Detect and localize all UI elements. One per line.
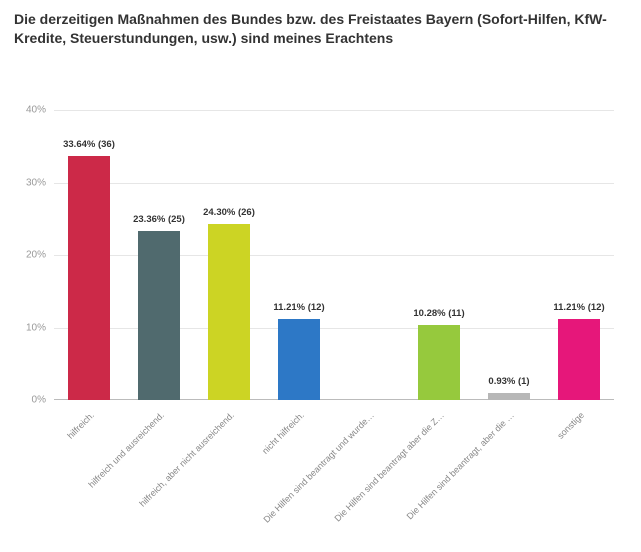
bar-value-label: 11.21% (12) bbox=[273, 302, 324, 313]
y-tick-label: 0% bbox=[32, 395, 46, 406]
y-tick-label: 40% bbox=[26, 105, 46, 116]
bar bbox=[138, 231, 180, 400]
bar bbox=[558, 319, 600, 400]
bar-value-label: 24.30% (26) bbox=[203, 207, 255, 218]
bar bbox=[418, 325, 460, 400]
y-tick-label: 10% bbox=[26, 322, 46, 333]
chart-title: Die derzeitigen Maßnahmen des Bundes bzw… bbox=[14, 10, 627, 48]
x-axis-labels: hilfreich.hilfreich und ausreichend.hilf… bbox=[54, 410, 614, 530]
y-tick-label: 20% bbox=[26, 250, 46, 261]
bar bbox=[488, 393, 530, 400]
bar bbox=[278, 319, 320, 400]
bar-value-label: 0.93% (1) bbox=[488, 376, 529, 387]
bar-value-label: 33.64% (36) bbox=[63, 139, 115, 150]
bar bbox=[208, 224, 250, 400]
x-tick-label: hilfreich und ausreichend. bbox=[86, 410, 166, 490]
gridline bbox=[54, 110, 614, 111]
x-tick-label: nicht hilfreich. bbox=[260, 410, 306, 456]
gridline bbox=[54, 183, 614, 184]
x-tick-label: Die Hilfen sind beantragt aber die Z… bbox=[333, 410, 447, 524]
y-tick-label: 30% bbox=[26, 177, 46, 188]
bar bbox=[68, 156, 110, 400]
bar-value-label: 11.21% (12) bbox=[553, 302, 604, 313]
x-tick-label: sonstige bbox=[555, 410, 586, 441]
bar-value-label: 10.28% (11) bbox=[413, 308, 464, 319]
x-tick-label: hilfreich. bbox=[65, 410, 96, 441]
bar-value-label: 23.36% (25) bbox=[133, 214, 185, 225]
x-tick-label: Die Hilfen sind beantragt und wurde… bbox=[261, 410, 376, 525]
plot-area: 0%10%20%30%40%33.64% (36)23.36% (25)24.3… bbox=[54, 110, 614, 400]
